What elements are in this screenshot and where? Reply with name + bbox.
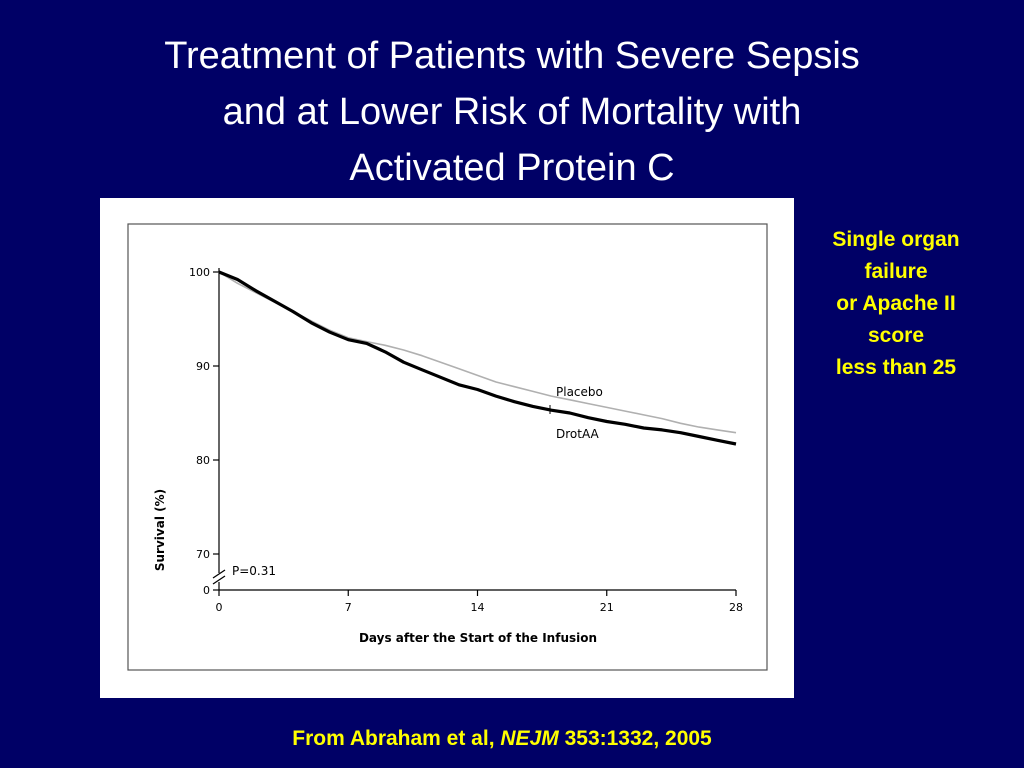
citation-prefix: From Abraham et al, xyxy=(292,727,495,750)
title-line-1: Treatment of Patients with Severe Sepsis xyxy=(164,35,860,77)
series-line-placebo xyxy=(218,271,737,434)
side-note: Single organ failure or Apache II score … xyxy=(796,224,996,384)
side-note-line-2: failure xyxy=(864,260,928,283)
side-note-line-1: Single organ xyxy=(832,228,960,251)
y-axis-label: Survival (%) xyxy=(153,489,167,571)
series-line-drotaa xyxy=(218,270,737,446)
x-tick-label: 0 xyxy=(216,601,223,614)
slide-title: Treatment of Patients with Severe Sepsis… xyxy=(40,28,984,196)
survival-figure: 0 70 80 90 100 0 7 14 21 28 Survival (%) Days aft… xyxy=(100,198,794,698)
x-tick-label: 21 xyxy=(600,601,614,614)
x-tick-label: 14 xyxy=(471,601,485,614)
survival-chart: 0 70 80 90 100 0 7 14 21 28 Survival (%) Days aft… xyxy=(127,223,768,671)
series-label-placebo: Placebo xyxy=(556,385,603,399)
y-tick-label: 90 xyxy=(196,360,210,373)
y-tick-label: 80 xyxy=(196,454,210,467)
side-note-line-4: score xyxy=(867,324,925,347)
side-note-line-3: or Apache II xyxy=(836,292,956,315)
x-tick-label: 28 xyxy=(729,601,743,614)
title-line-2: and at Lower Risk of Mortality with xyxy=(222,91,802,133)
figure-frame xyxy=(127,223,768,671)
y-tick-label: 100 xyxy=(189,266,210,279)
y-tick-label: 70 xyxy=(196,548,210,561)
citation: From Abraham et al, NEJM 353:1332, 2005 xyxy=(0,727,1004,751)
x-axis-label: Days after the Start of the Infusion xyxy=(359,631,597,645)
axis-break-mark xyxy=(212,575,226,585)
citation-suffix: 353:1332, 2005 xyxy=(564,727,712,750)
citation-journal: NEJM xyxy=(500,727,559,750)
series-label-drotaa: DrotAA xyxy=(556,427,600,441)
x-tick-label: 7 xyxy=(345,601,352,614)
side-note-line-5: less than 25 xyxy=(835,356,957,379)
p-value-annotation: P=0.31 xyxy=(232,564,276,578)
y-tick-label: 0 xyxy=(203,584,210,597)
title-line-3: Activated Protein C xyxy=(349,147,675,189)
axis-break-mark xyxy=(212,569,226,579)
